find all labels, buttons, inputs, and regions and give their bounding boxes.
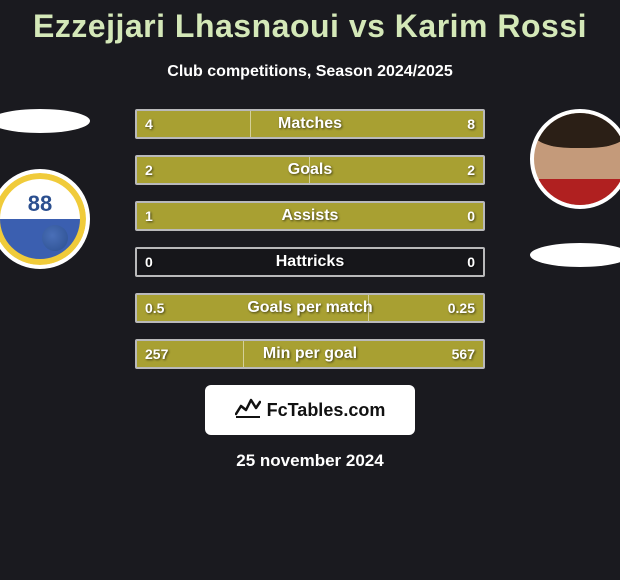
player-right-avatar bbox=[530, 109, 620, 209]
stat-bar-fill-left bbox=[137, 203, 483, 229]
stat-bar-fill-right bbox=[310, 157, 483, 183]
player-left-avatar: 88 bbox=[0, 169, 90, 269]
stat-bar-value-left: 2 bbox=[137, 157, 161, 183]
stat-bar-value-left: 257 bbox=[137, 341, 176, 367]
stat-bar-value-right: 0 bbox=[459, 203, 483, 229]
soccer-ball-icon bbox=[42, 225, 68, 251]
player-left-club-badge: 88 bbox=[0, 173, 86, 265]
stat-bar-value-right: 0 bbox=[459, 249, 483, 275]
logo-chart-icon bbox=[235, 396, 261, 424]
comparison-title: Ezzejjari Lhasnaoui vs Karim Rossi bbox=[0, 0, 620, 45]
stat-bar-row: Goals22 bbox=[135, 155, 485, 185]
stat-bar-value-left: 0.5 bbox=[137, 295, 172, 321]
comparison-chart: 88 Matches48Goals22Assists10Hattricks00G… bbox=[0, 109, 620, 369]
stat-bar-fill-left bbox=[137, 157, 310, 183]
comparison-subtitle: Club competitions, Season 2024/2025 bbox=[0, 63, 620, 81]
stat-bars-container: Matches48Goals22Assists10Hattricks00Goal… bbox=[135, 109, 485, 369]
stat-bar-value-right: 567 bbox=[444, 341, 483, 367]
fctables-logo: FcTables.com bbox=[205, 385, 415, 435]
stat-bar-row: Hattricks0 0 bbox=[135, 247, 485, 277]
stat-bar-label: Hattricks bbox=[137, 249, 483, 275]
stat-bar-value-right: 8 bbox=[459, 111, 483, 137]
stat-bar-value-left: 4 bbox=[137, 111, 161, 137]
stat-bar-value-right: 2 bbox=[459, 157, 483, 183]
stat-bar-value-left: 1 bbox=[137, 203, 161, 229]
player-right-face bbox=[534, 113, 620, 205]
stat-bar-value-left: 0 bbox=[137, 249, 161, 275]
player-left-club-ellipse bbox=[0, 109, 90, 133]
stat-bar-value-right: 0.25 bbox=[440, 295, 483, 321]
badge-number: 88 bbox=[28, 191, 52, 217]
stat-bar-row: Goals per match0.50.25 bbox=[135, 293, 485, 323]
stat-bar-row: Assists10 bbox=[135, 201, 485, 231]
player-right-club-ellipse bbox=[530, 243, 620, 267]
logo-text: FcTables.com bbox=[267, 400, 386, 421]
stat-bar-row: Matches48 bbox=[135, 109, 485, 139]
comparison-date: 25 november 2024 bbox=[0, 451, 620, 471]
stat-bar-fill-right bbox=[251, 111, 483, 137]
stat-bar-row: Min per goal257567 bbox=[135, 339, 485, 369]
